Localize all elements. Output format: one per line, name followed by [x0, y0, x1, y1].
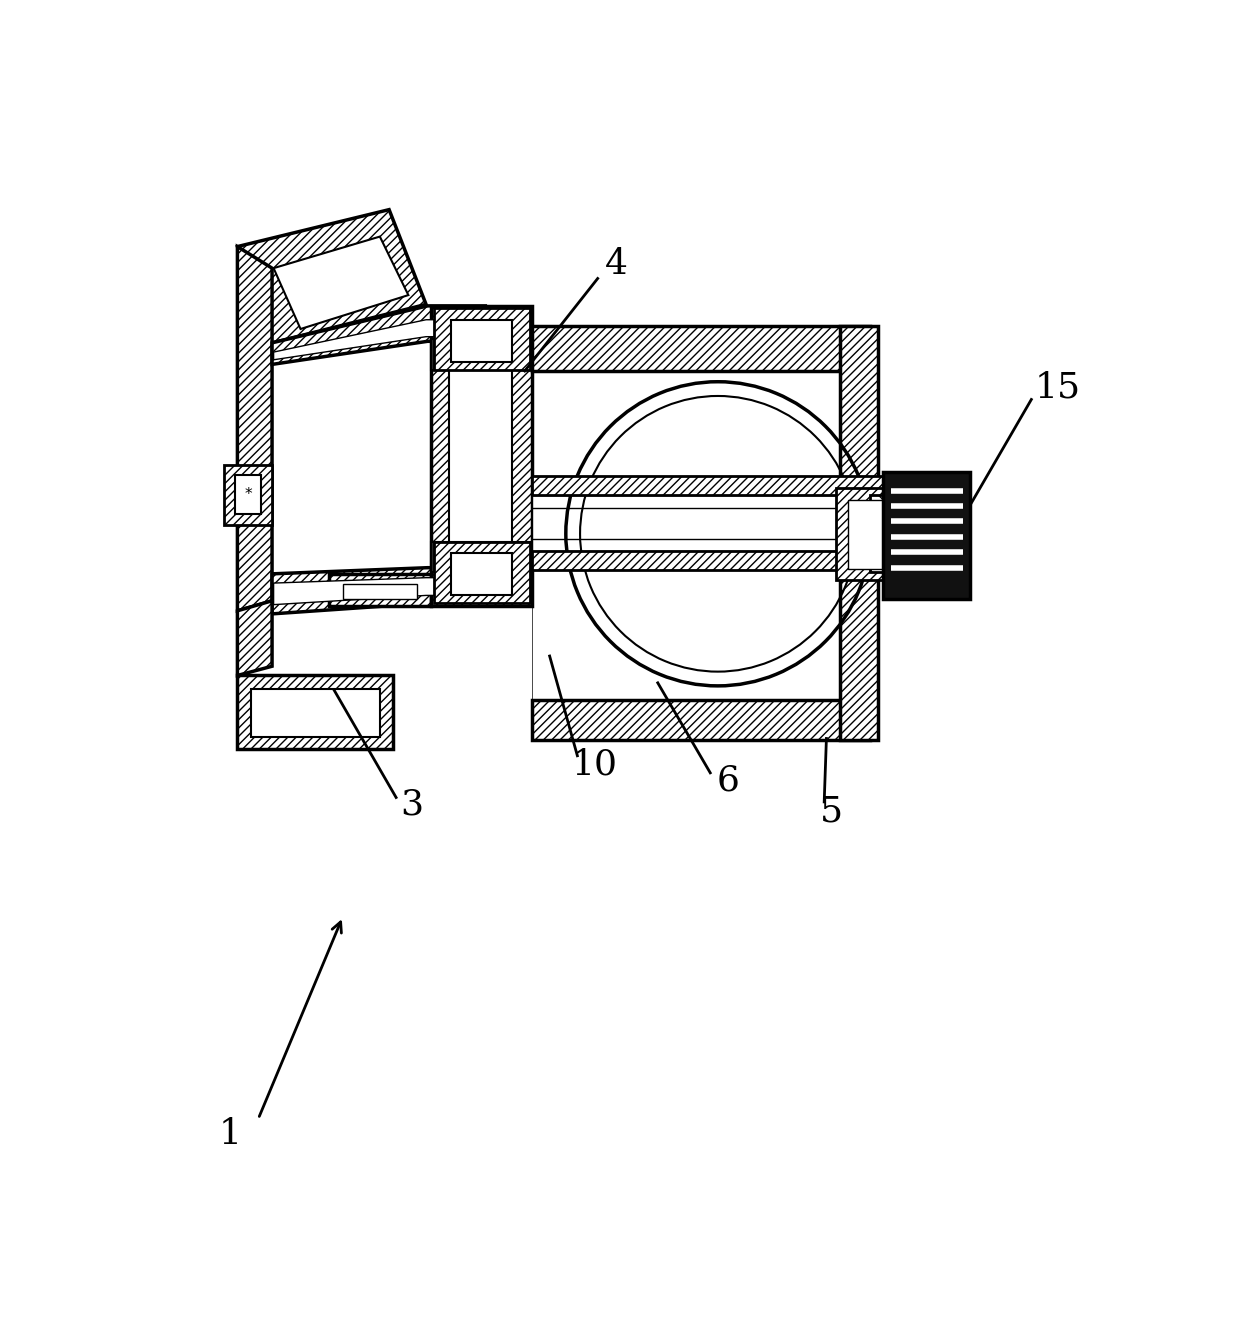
Polygon shape: [237, 676, 393, 749]
Bar: [432, 306, 532, 606]
Bar: [450, 553, 512, 595]
Bar: [839, 325, 878, 740]
Text: *: *: [244, 487, 252, 502]
Bar: [870, 495, 898, 573]
Text: 3: 3: [401, 788, 424, 822]
Bar: [434, 308, 529, 370]
Bar: [450, 320, 512, 362]
Bar: [250, 689, 379, 738]
Text: 10: 10: [572, 748, 618, 782]
Polygon shape: [274, 578, 481, 605]
Bar: [532, 701, 870, 740]
Polygon shape: [272, 306, 485, 365]
Polygon shape: [532, 475, 885, 495]
Bar: [532, 495, 885, 551]
Text: 15: 15: [1034, 370, 1080, 404]
Text: 5: 5: [821, 794, 843, 828]
Polygon shape: [274, 320, 481, 360]
Text: 1: 1: [218, 1117, 242, 1151]
Bar: [532, 370, 839, 701]
Polygon shape: [237, 246, 272, 611]
Polygon shape: [274, 237, 408, 329]
Bar: [532, 325, 870, 370]
Bar: [449, 324, 512, 589]
Polygon shape: [532, 551, 885, 570]
Bar: [432, 541, 532, 573]
Polygon shape: [237, 601, 272, 676]
Bar: [836, 487, 898, 579]
Bar: [848, 500, 885, 569]
Bar: [883, 473, 971, 599]
Bar: [236, 475, 262, 514]
Bar: [329, 574, 430, 606]
Text: 6: 6: [717, 763, 739, 797]
Text: 4: 4: [605, 248, 627, 282]
Polygon shape: [237, 209, 427, 342]
Bar: [432, 338, 532, 370]
Bar: [343, 583, 417, 599]
Bar: [434, 541, 529, 603]
Polygon shape: [272, 568, 485, 614]
Bar: [223, 465, 272, 524]
